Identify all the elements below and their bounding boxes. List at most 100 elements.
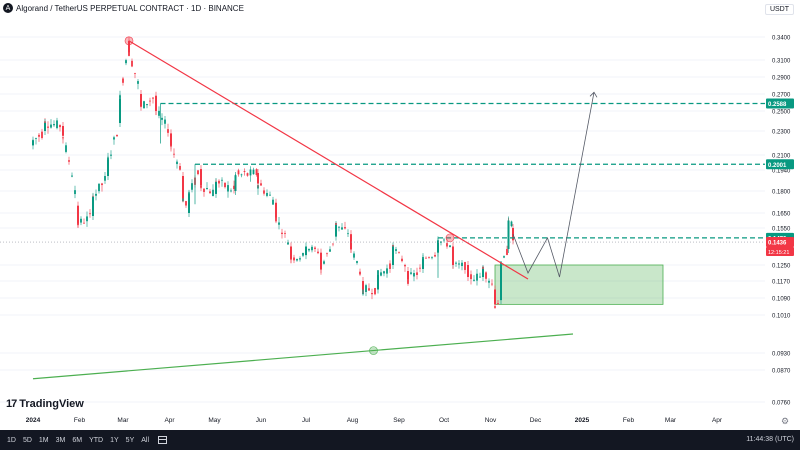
candle-body — [428, 257, 430, 259]
candle-body — [491, 283, 493, 285]
symbol-title[interactable]: Algorand / TetherUS PERPETUAL CONTRACT ·… — [16, 3, 244, 13]
candle-body — [71, 175, 73, 177]
price-tick-label: 0.3400 — [772, 36, 791, 42]
candle-body — [137, 81, 139, 84]
timeframe-6m-button[interactable]: 6M — [72, 436, 83, 444]
candle-body — [185, 201, 187, 206]
annotations-layer — [0, 36, 765, 380]
candle-body — [398, 252, 400, 254]
projection-arrowhead — [589, 91, 598, 98]
time-tick-label: Aug — [346, 417, 359, 424]
timeframe-all-button[interactable]: All — [141, 436, 150, 444]
price-chart[interactable]: 0.3400 0.3100 0.2900 0.2700 0.2500 0.2300 0.21… — [0, 0, 800, 414]
candle-body — [221, 179, 223, 181]
pivot-marker — [124, 36, 134, 46]
time-tick-label: Apr — [711, 417, 723, 424]
candle-body — [467, 265, 469, 277]
candle-body — [506, 249, 508, 255]
candle-body — [458, 263, 460, 265]
price-badge — [766, 98, 794, 109]
candle-body — [431, 257, 433, 259]
candle-body — [173, 153, 175, 155]
candle-body — [269, 194, 271, 196]
candle-body — [200, 169, 202, 185]
candle-body — [38, 134, 40, 137]
candle-body — [338, 226, 340, 228]
currency-button[interactable]: USDT — [764, 4, 794, 15]
candle-body — [320, 252, 322, 269]
candle-body — [446, 243, 448, 247]
time-tick-label: Apr — [164, 417, 175, 424]
candle-body — [350, 234, 352, 249]
price-tick-label: 0.1090 — [772, 297, 791, 303]
candle-body — [329, 249, 331, 252]
candle-body — [44, 123, 46, 131]
candle-body — [359, 271, 361, 275]
time-tick-label: Nov — [484, 417, 497, 424]
timeframe-1y-button[interactable]: 1Y — [110, 436, 119, 444]
candle-body — [368, 288, 370, 291]
gear-icon[interactable]: ⚙ — [781, 416, 790, 426]
candle-body — [230, 190, 232, 192]
candle-body — [252, 169, 255, 175]
candle-body — [482, 269, 484, 277]
timeframe-1d-button[interactable]: 1D — [7, 436, 16, 444]
candle-body — [176, 161, 178, 165]
candle-body — [470, 274, 472, 280]
candle-body — [131, 60, 133, 67]
support-trend-line — [32, 333, 574, 380]
candle-body — [410, 272, 412, 274]
candle-body — [485, 272, 487, 279]
candle-body — [215, 182, 217, 194]
timeframe-5y-button[interactable]: 5Y — [125, 436, 135, 444]
candle-body — [404, 264, 406, 267]
timeframe-5d-button[interactable]: 5D — [22, 436, 32, 444]
candle-body — [164, 119, 166, 124]
candle-body — [290, 246, 292, 259]
timeframe-1m-button[interactable]: 1M — [38, 436, 49, 444]
candle-body — [62, 126, 64, 136]
candle-body — [386, 268, 388, 274]
chart-header: A Algorand / TetherUS PERPETUAL CONTRACT… — [0, 0, 760, 16]
candle-body — [68, 160, 70, 162]
candle-body — [152, 97, 154, 99]
utc-clock[interactable]: 11:44:38 (UTC) — [746, 436, 794, 443]
candle-body — [143, 101, 145, 109]
candle-body — [260, 183, 262, 186]
time-tick-label: May — [208, 417, 221, 424]
calendar-icon[interactable] — [158, 436, 168, 444]
candle-body — [371, 293, 373, 295]
candle-body — [287, 242, 289, 245]
candle-body — [278, 222, 280, 225]
candle-body — [308, 248, 310, 251]
candle-body — [374, 288, 376, 295]
price-tick-label: 0.1170 — [772, 280, 791, 286]
candle-body — [77, 205, 79, 224]
candle-body — [32, 140, 34, 146]
candle-body — [125, 60, 127, 64]
price-tick-label: 0.1800 — [772, 190, 791, 196]
candle-body — [500, 265, 502, 301]
candle-body — [413, 273, 415, 277]
time-tick-label: Oct — [438, 417, 450, 424]
candle-body — [89, 213, 91, 215]
candle-body — [233, 185, 235, 190]
candle-body — [317, 251, 319, 254]
candle-body — [212, 189, 214, 197]
tradingview-logo: 17 TradingView — [6, 398, 84, 410]
time-axis[interactable]: 2024 Feb Mar Apr May Jun Jul Aug Sep Oct Nov Dec 202… — [0, 414, 770, 428]
candle-body — [281, 232, 283, 234]
candle-body — [74, 190, 76, 195]
candle-body — [464, 262, 466, 270]
price-tick-label: 0.0760 — [772, 401, 791, 407]
candle-body — [326, 253, 328, 255]
candle-body — [416, 272, 418, 275]
candle-body — [263, 190, 265, 194]
candle-body — [101, 183, 103, 186]
candle-body — [134, 72, 136, 74]
timeframe-ytd-button[interactable]: YTD — [89, 436, 104, 444]
time-tick-label: 2025 — [574, 417, 590, 424]
candle-body — [35, 138, 37, 139]
timeframe-3m-button[interactable]: 3M — [55, 436, 66, 444]
candle-body — [257, 173, 259, 184]
